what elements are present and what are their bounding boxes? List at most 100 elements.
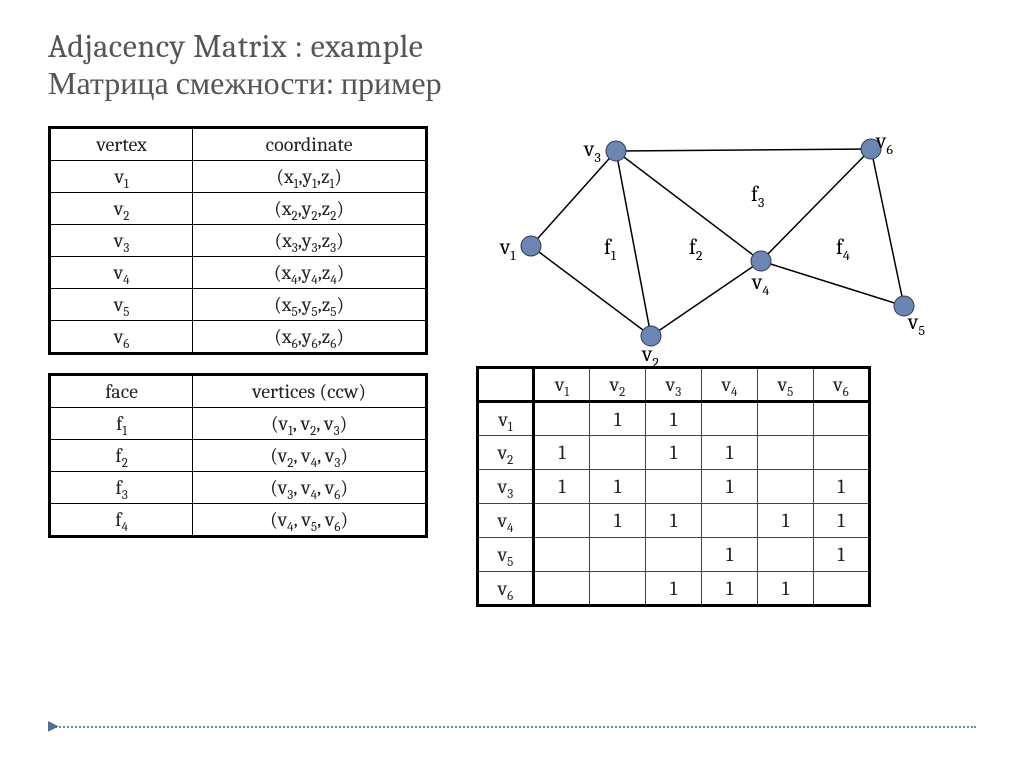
- face-cell: f1: [50, 408, 193, 440]
- adj-cell: 1: [702, 572, 758, 606]
- adj-cell: [534, 504, 590, 538]
- table-row: f3(v3, v4, v6): [50, 472, 427, 504]
- adj-cell: [534, 572, 590, 606]
- adj-header-row: v1v2v3v4v5v6: [478, 368, 870, 402]
- adj-cell: [758, 436, 814, 470]
- graph-node-label: v6: [875, 128, 893, 158]
- table-row: v2(x2,y2,z2): [50, 193, 427, 225]
- footer-divider: [48, 726, 976, 728]
- adj-cell: 1: [814, 470, 870, 504]
- vertices-header: vertices (ccw): [193, 375, 427, 408]
- table-row: v5(x5,y5,z5): [50, 289, 427, 321]
- vertex-cell: v6: [50, 321, 193, 354]
- graph-node-label: v1: [499, 234, 516, 264]
- coord-cell: (x2,y2,z2): [193, 193, 427, 225]
- table-row: f4(v4, v5, v6): [50, 504, 427, 537]
- adj-row: v1 11: [478, 402, 870, 436]
- face-header: face: [50, 375, 193, 408]
- coord-cell: (x1,y1,z1): [193, 161, 427, 193]
- adj-cell: [702, 402, 758, 436]
- adj-col-header: v6: [814, 368, 870, 402]
- adj-cell: 1: [590, 470, 646, 504]
- adj-col-header: v2: [590, 368, 646, 402]
- graph-edge: [871, 149, 904, 306]
- adj-cell: 1: [646, 436, 702, 470]
- graph-edge: [761, 261, 904, 306]
- adj-cell: 1: [814, 504, 870, 538]
- face-vertices-cell: (v4, v5, v6): [193, 504, 427, 537]
- adj-cell: 1: [590, 402, 646, 436]
- vertex-cell: v3: [50, 225, 193, 257]
- vertex-table: vertexcoordinatev1(x1,y1,z1)v2(x2,y2,z2)…: [48, 126, 428, 355]
- adj-cell: [758, 538, 814, 572]
- adj-row-header: v6: [478, 572, 534, 606]
- face-vertices-cell: (v1, v2, v3): [193, 408, 427, 440]
- coord-cell: (x3,y3,z3): [193, 225, 427, 257]
- adj-cell: 1: [758, 504, 814, 538]
- table-row: f2(v2, v4, v3): [50, 440, 427, 472]
- graph-edge: [616, 149, 871, 151]
- graph-face-label: f3: [751, 181, 764, 211]
- face-vertices-cell: (v3, v4, v6): [193, 472, 427, 504]
- adj-row: v41111: [478, 504, 870, 538]
- adj-row: v5 1 1: [478, 538, 870, 572]
- adj-cell: [814, 402, 870, 436]
- graph-edge: [531, 151, 616, 246]
- graph-node-label: v3: [583, 136, 601, 166]
- adj-cell: [758, 470, 814, 504]
- adj-cell: [646, 470, 702, 504]
- graph-node: [751, 251, 771, 271]
- adj-col-header: v4: [702, 368, 758, 402]
- adj-cell: 1: [758, 572, 814, 606]
- graph-node-label: v5: [907, 309, 925, 339]
- graph-edge: [761, 149, 871, 261]
- face-cell: f3: [50, 472, 193, 504]
- adj-cell: 1: [590, 504, 646, 538]
- coord-cell: (x6,y6,z6): [193, 321, 427, 354]
- vertex-cell: v4: [50, 257, 193, 289]
- adj-cell: 1: [702, 470, 758, 504]
- face-cell: f4: [50, 504, 193, 537]
- vertex-cell: v1: [50, 161, 193, 193]
- adj-row: v6111: [478, 572, 870, 606]
- adjacency-matrix: v1v2v3v4v5v6v111v2111v31111v41111v511v61…: [476, 366, 871, 607]
- table-row: v1(x1,y1,z1): [50, 161, 427, 193]
- adj-cell: 1: [646, 504, 702, 538]
- adj-row-header: v5: [478, 538, 534, 572]
- graph-face-label: f4: [836, 234, 850, 264]
- adj-col-header: v3: [646, 368, 702, 402]
- coordinate-header: coordinate: [193, 128, 427, 161]
- adj-row-header: v3: [478, 470, 534, 504]
- face-cell: f2: [50, 440, 193, 472]
- graph-edge: [651, 261, 761, 336]
- adj-col-header: v5: [758, 368, 814, 402]
- adj-row: v2111: [478, 436, 870, 470]
- graph-face-label: f1: [604, 234, 617, 264]
- graph-node: [606, 141, 626, 161]
- adj-cell: 1: [814, 538, 870, 572]
- adj-cell: [646, 538, 702, 572]
- coord-cell: (x4,y4,z4): [193, 257, 427, 289]
- graph-face-label: f2: [689, 234, 703, 264]
- adj-cell: 1: [702, 436, 758, 470]
- graph-node: [521, 236, 541, 256]
- table-row: v4(x4,y4,z4): [50, 257, 427, 289]
- adj-cell: [814, 436, 870, 470]
- adj-row-header: v1: [478, 402, 534, 436]
- adj-cell: 1: [702, 538, 758, 572]
- face-vertices-cell: (v2, v4, v3): [193, 440, 427, 472]
- footer-arrow-icon: ▶: [48, 717, 59, 734]
- adj-cell: 1: [646, 572, 702, 606]
- adj-corner: [478, 368, 534, 402]
- vertex-cell: v5: [50, 289, 193, 321]
- adj-cell: 1: [534, 470, 590, 504]
- adj-cell: [590, 436, 646, 470]
- adj-cell: 1: [646, 402, 702, 436]
- adj-row: v31111: [478, 470, 870, 504]
- adj-cell: [702, 504, 758, 538]
- adj-cell: [758, 402, 814, 436]
- graph-diagram: v1v2v3v4v5v6f1f2f3f4: [476, 126, 936, 366]
- adj-cell: [590, 538, 646, 572]
- table-row: v3(x3,y3,z3): [50, 225, 427, 257]
- adj-cell: [534, 538, 590, 572]
